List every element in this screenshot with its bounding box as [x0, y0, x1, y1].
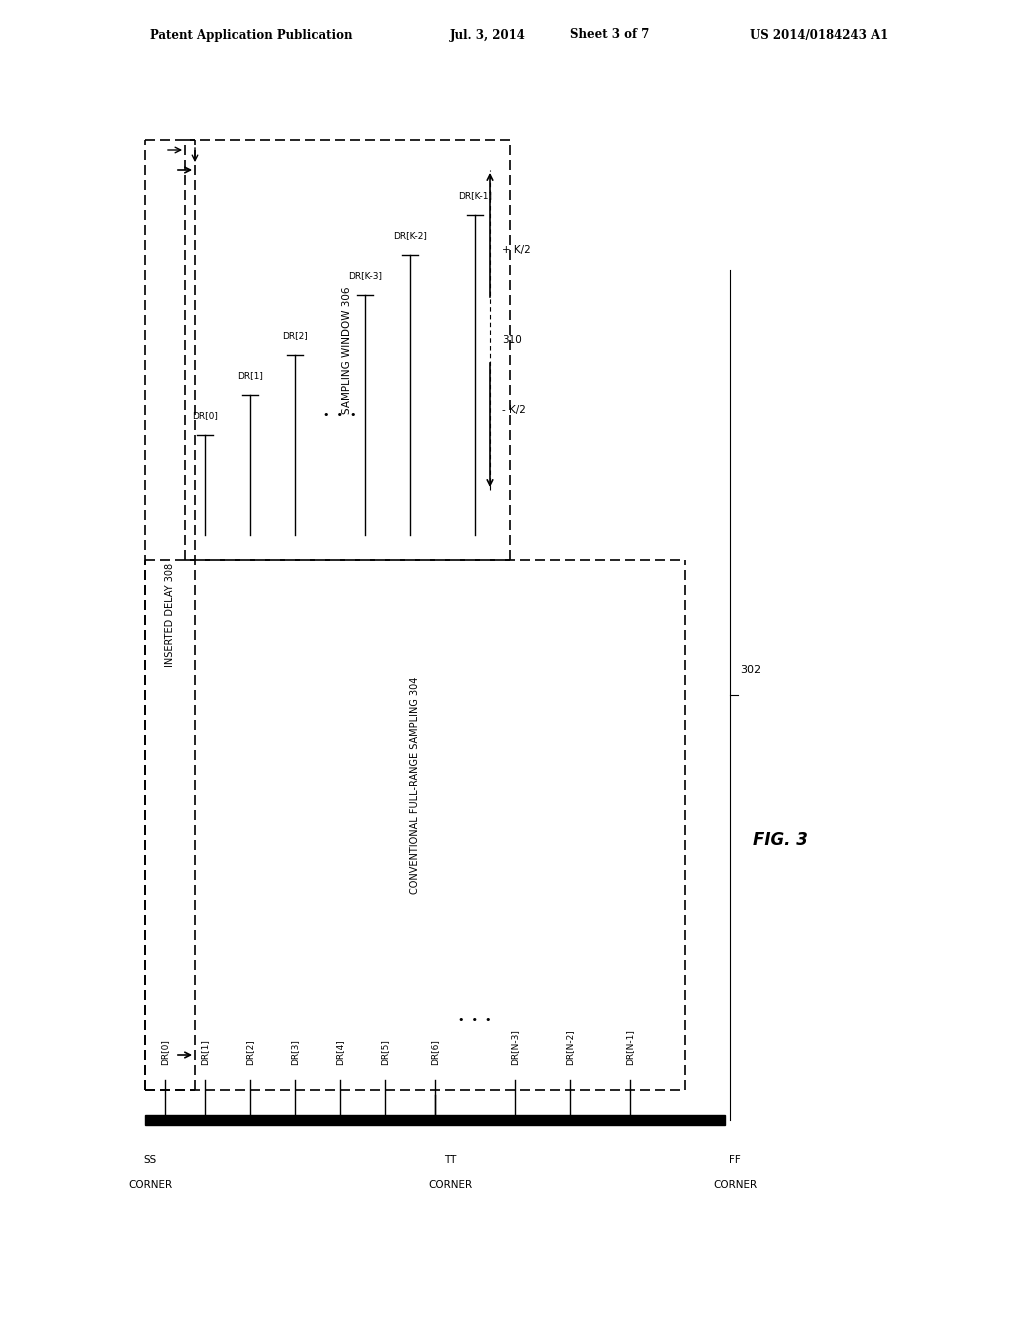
- Text: 302: 302: [740, 665, 761, 675]
- Text: US 2014/0184243 A1: US 2014/0184243 A1: [750, 29, 888, 41]
- Text: SS: SS: [143, 1155, 157, 1166]
- Text: CORNER: CORNER: [128, 1180, 172, 1191]
- Text: •  •  •: • • •: [459, 1015, 492, 1026]
- Text: INSERTED DELAY 308: INSERTED DELAY 308: [165, 562, 175, 667]
- Text: DR[1]: DR[1]: [201, 1039, 210, 1065]
- Text: DR[K-3]: DR[K-3]: [348, 271, 382, 280]
- Text: DR[5]: DR[5]: [381, 1039, 389, 1065]
- Text: - K/2: - K/2: [502, 405, 526, 414]
- Text: DR[3]: DR[3]: [291, 1039, 299, 1065]
- Text: Sheet 3 of 7: Sheet 3 of 7: [570, 29, 649, 41]
- Text: CONVENTIONAL FULL-RANGE SAMPLING 304: CONVENTIONAL FULL-RANGE SAMPLING 304: [410, 676, 420, 894]
- Text: DR[4]: DR[4]: [336, 1039, 344, 1065]
- Text: DR[0]: DR[0]: [193, 411, 218, 420]
- Text: •  •  •: • • •: [324, 411, 356, 420]
- Text: DR[K-2]: DR[K-2]: [393, 231, 427, 240]
- Text: Jul. 3, 2014: Jul. 3, 2014: [450, 29, 526, 41]
- Text: DR[0]: DR[0]: [161, 1039, 170, 1065]
- Text: + K/2: + K/2: [502, 246, 530, 255]
- Text: DR[6]: DR[6]: [430, 1039, 439, 1065]
- Text: FF: FF: [729, 1155, 741, 1166]
- Text: DR[2]: DR[2]: [246, 1039, 255, 1065]
- FancyBboxPatch shape: [145, 1115, 725, 1125]
- Text: TT: TT: [443, 1155, 456, 1166]
- Text: SAMPLING WINDOW 306: SAMPLING WINDOW 306: [342, 286, 352, 413]
- Text: DR[1]: DR[1]: [238, 371, 263, 380]
- Text: DR[N-3]: DR[N-3]: [511, 1030, 519, 1065]
- Text: CORNER: CORNER: [713, 1180, 757, 1191]
- Text: DR[N-1]: DR[N-1]: [626, 1030, 635, 1065]
- Text: DR[N-2]: DR[N-2]: [565, 1030, 574, 1065]
- Text: 310: 310: [502, 335, 522, 345]
- Text: DR[2]: DR[2]: [283, 331, 308, 341]
- Text: Patent Application Publication: Patent Application Publication: [150, 29, 352, 41]
- Text: DR[K-1]: DR[K-1]: [458, 191, 492, 201]
- Text: CORNER: CORNER: [428, 1180, 472, 1191]
- Text: FIG. 3: FIG. 3: [753, 832, 808, 849]
